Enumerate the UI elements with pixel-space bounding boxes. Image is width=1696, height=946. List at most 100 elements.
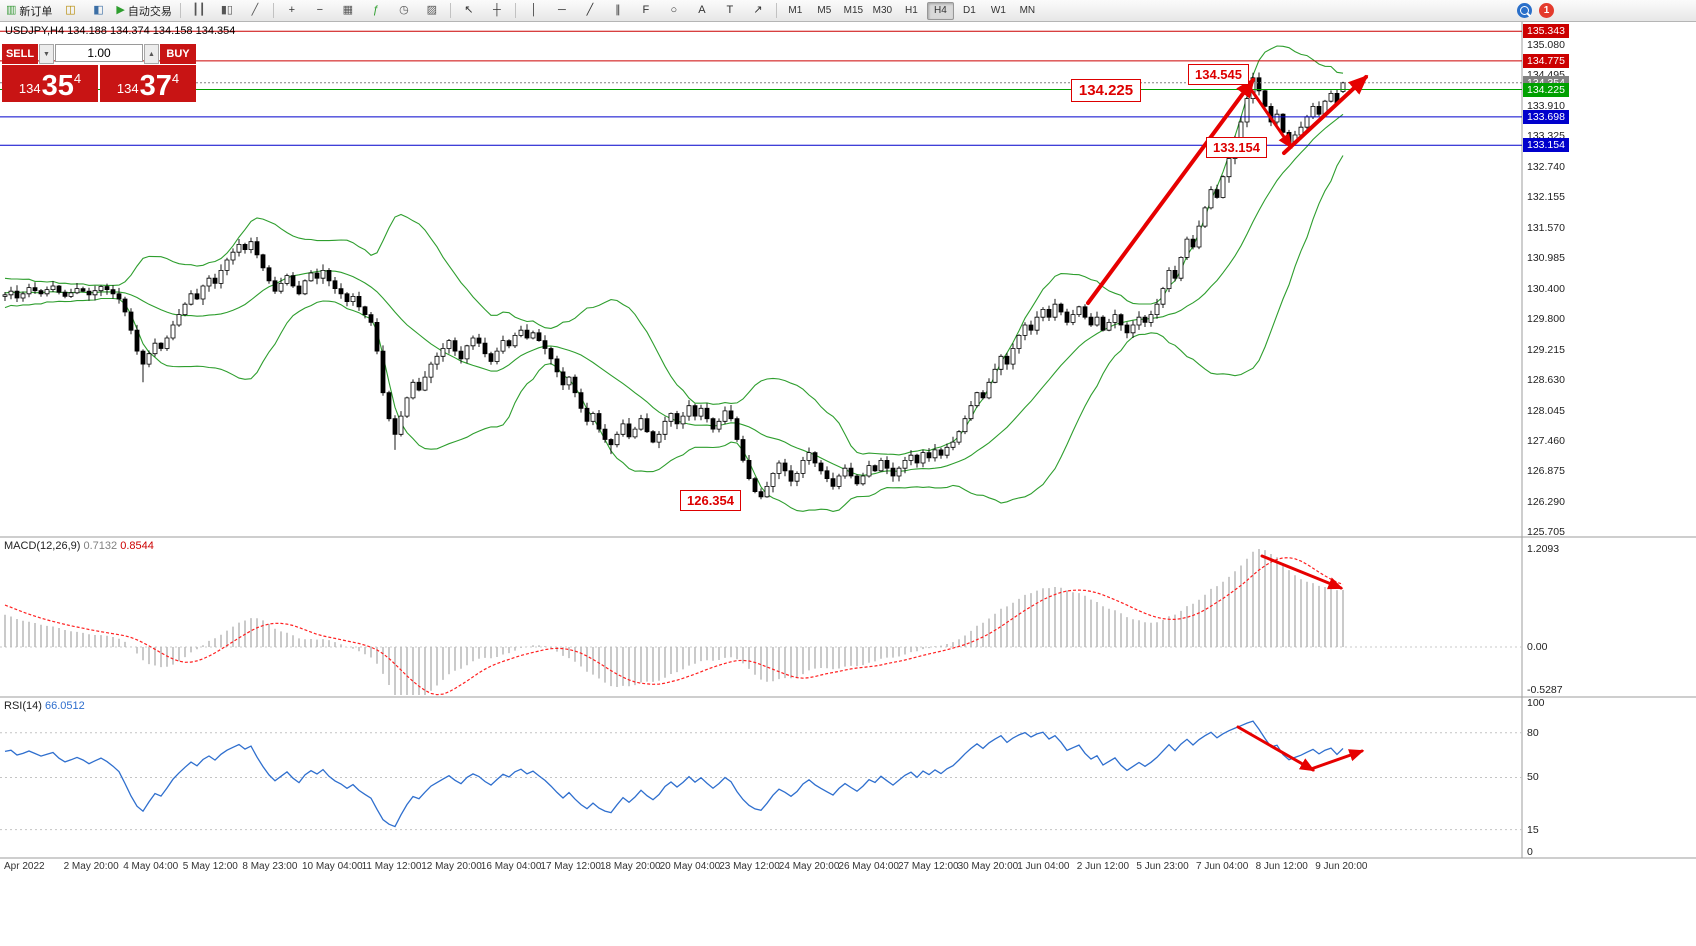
time-axis-label: 18 May 20:00 bbox=[600, 861, 661, 872]
cursor-icon[interactable]: ↖ bbox=[455, 1, 483, 21]
notification-badge[interactable]: 1 bbox=[1539, 3, 1554, 18]
trend-arrow[interactable] bbox=[1248, 86, 1293, 149]
indicators-icon[interactable]: ƒ bbox=[362, 1, 390, 21]
zoom-out-icon[interactable]: − bbox=[306, 1, 334, 21]
zoom-in-icon: + bbox=[288, 4, 296, 16]
rsi-axis-label: 50 bbox=[1527, 771, 1539, 783]
time-axis-label: 5 May 12:00 bbox=[182, 861, 238, 872]
candle-wicks bbox=[4, 72, 1344, 500]
crosshair-icon[interactable]: ┼ bbox=[483, 1, 511, 21]
toolbar-right: 1 bbox=[1517, 3, 1694, 18]
charts-grid-icon[interactable]: ◫ bbox=[56, 1, 84, 21]
sell-button[interactable]: SELL bbox=[2, 44, 38, 64]
timeframe-w1[interactable]: W1 bbox=[990, 5, 1006, 16]
trendline-icon[interactable]: ╱ bbox=[576, 1, 604, 21]
new-order-button[interactable]: ▥ 新订单 bbox=[2, 1, 56, 21]
price-axis-tick: 135.080 bbox=[1527, 39, 1565, 51]
buy-price-main: 37 bbox=[139, 70, 172, 102]
search-icon[interactable] bbox=[1517, 3, 1532, 18]
equidistant-channel-icon[interactable]: ∥ bbox=[604, 1, 632, 21]
line-chart-icon: ╱ bbox=[251, 4, 259, 16]
time-axis-label: 8 Jun 12:00 bbox=[1255, 861, 1308, 872]
toolbar-separator bbox=[514, 3, 516, 18]
templates-icon[interactable]: ▨ bbox=[418, 1, 446, 21]
text-icon[interactable]: A bbox=[688, 1, 716, 21]
price-axis-tick: 133.910 bbox=[1527, 99, 1565, 112]
lot-size-input[interactable] bbox=[55, 44, 143, 62]
rsi-axis-label: 80 bbox=[1527, 727, 1539, 739]
price-axis-tick: 128.630 bbox=[1527, 374, 1565, 387]
price-axis-tick: 129.215 bbox=[1527, 343, 1565, 356]
buy-price-panel[interactable]: 134 37 4 bbox=[100, 65, 196, 102]
toolbar-separator bbox=[449, 3, 451, 18]
lot-down-button[interactable]: ▼ bbox=[39, 44, 54, 64]
price-axis-tick: 131.570 bbox=[1527, 221, 1565, 234]
trend-arrow[interactable] bbox=[1260, 554, 1344, 590]
time-axis-label: 2 Jun 12:00 bbox=[1076, 861, 1130, 872]
annotation-label-133.154[interactable]: 133.154 bbox=[1206, 137, 1267, 158]
vertical-line-icon: │ bbox=[530, 4, 538, 16]
zoom-in-icon[interactable]: + bbox=[278, 1, 306, 21]
bollinger-upper-line bbox=[4, 45, 1344, 456]
timeframe-m15[interactable]: M15 bbox=[843, 5, 864, 16]
macd-histogram bbox=[4, 549, 1344, 695]
annotation-label-126.354[interactable]: 126.354 bbox=[680, 490, 741, 511]
line-chart-icon[interactable]: ╱ bbox=[241, 1, 269, 21]
sell-price-pip: 4 bbox=[73, 71, 82, 86]
trend-arrow[interactable] bbox=[1282, 74, 1369, 155]
timeframe-mn[interactable]: MN bbox=[1019, 5, 1036, 16]
tile-windows-icon[interactable]: ▦ bbox=[334, 1, 362, 21]
price-axis-tick: 126.875 bbox=[1527, 465, 1565, 478]
time-axis-label: Apr 2022 bbox=[4, 861, 45, 872]
time-axis-label: 2 May 20:00 bbox=[63, 861, 119, 872]
fibonacci-icon[interactable]: F bbox=[632, 1, 660, 21]
autotrade-button-label: 自动交易 bbox=[127, 5, 172, 18]
annotation-label-134.545[interactable]: 134.545 bbox=[1188, 64, 1249, 85]
trend-arrow[interactable] bbox=[1309, 749, 1365, 771]
vertical-line-icon[interactable]: │ bbox=[520, 1, 548, 21]
time-axis-label: 30 May 20:00 bbox=[957, 861, 1019, 872]
lot-up-button[interactable]: ▲ bbox=[144, 44, 159, 64]
price-tag-134.225: 134.225 bbox=[1523, 82, 1569, 97]
bar-chart-icon[interactable]: ┃┃ bbox=[185, 1, 213, 21]
trend-arrow[interactable] bbox=[1236, 725, 1316, 772]
time-axis-label: 11 May 12:00 bbox=[361, 861, 422, 872]
new-order-button-label: 新订单 bbox=[19, 5, 53, 18]
arrows-icon[interactable]: ↗ bbox=[744, 1, 772, 21]
timeframe-m30[interactable]: M30 bbox=[872, 5, 893, 16]
toolbar-buttons: ▥ 新订单 ◫ ◧ ▶ 自动交易 ┃┃ ▮▯ ╱ + − ▦ ƒ ◷ ▨ ↖ ┼ │ ─ ╱ ∥ F ○ A T ↗ M1 M5 M15… bbox=[2, 0, 1042, 21]
sell-price-panel[interactable]: 134 35 4 bbox=[2, 65, 98, 102]
timeframe-h1[interactable]: H1 bbox=[904, 5, 918, 16]
sell-price-prefix: 134 bbox=[18, 81, 41, 96]
price-axis-tick: 132.155 bbox=[1527, 191, 1565, 204]
timeframe-m1[interactable]: M1 bbox=[788, 5, 803, 16]
chart-symbol-ohlc: USDJPY,H4 134.188 134.374 134.158 134.35… bbox=[5, 25, 236, 37]
candlestick-chart-icon[interactable]: ▮▯ bbox=[213, 1, 241, 21]
time-axis-label: 10 May 04:00 bbox=[302, 861, 363, 872]
label-icon[interactable]: T bbox=[716, 1, 744, 21]
timeframe-d1[interactable]: D1 bbox=[962, 5, 976, 16]
market-watch-icon[interactable]: ◧ bbox=[84, 1, 112, 21]
bollinger-middle-line bbox=[4, 113, 1344, 476]
charts-grid-icon: ◫ bbox=[65, 4, 76, 16]
macd-signal-line bbox=[4, 557, 1344, 696]
timeframe-h4[interactable]: H4 bbox=[926, 1, 954, 20]
fibonacci-icon: F bbox=[642, 4, 650, 16]
price-axis-tick: 126.290 bbox=[1527, 495, 1565, 508]
macd-axis-label: 1.2093 bbox=[1527, 543, 1560, 555]
periods-icon[interactable]: ◷ bbox=[390, 1, 418, 21]
price-axis-tick: 128.045 bbox=[1527, 404, 1565, 417]
timeframe-m5[interactable]: M5 bbox=[817, 5, 832, 16]
time-axis-label: 23 May 12:00 bbox=[719, 861, 780, 872]
annotation-label-134.225[interactable]: 134.225 bbox=[1071, 79, 1141, 102]
price-tag-133.154: 133.154 bbox=[1523, 138, 1569, 153]
shapes-icon[interactable]: ○ bbox=[660, 1, 688, 21]
buy-button[interactable]: BUY bbox=[160, 44, 196, 64]
rsi-axis-label: 100 bbox=[1527, 697, 1545, 709]
trend-arrow[interactable] bbox=[1086, 77, 1255, 305]
horizontal-line-icon[interactable]: ─ bbox=[548, 1, 576, 21]
bearish-candles bbox=[14, 77, 1340, 498]
autotrade-button[interactable]: ▶ 自动交易 bbox=[112, 1, 175, 21]
rsi-label: RSI(14) 66.0512 bbox=[4, 700, 85, 712]
